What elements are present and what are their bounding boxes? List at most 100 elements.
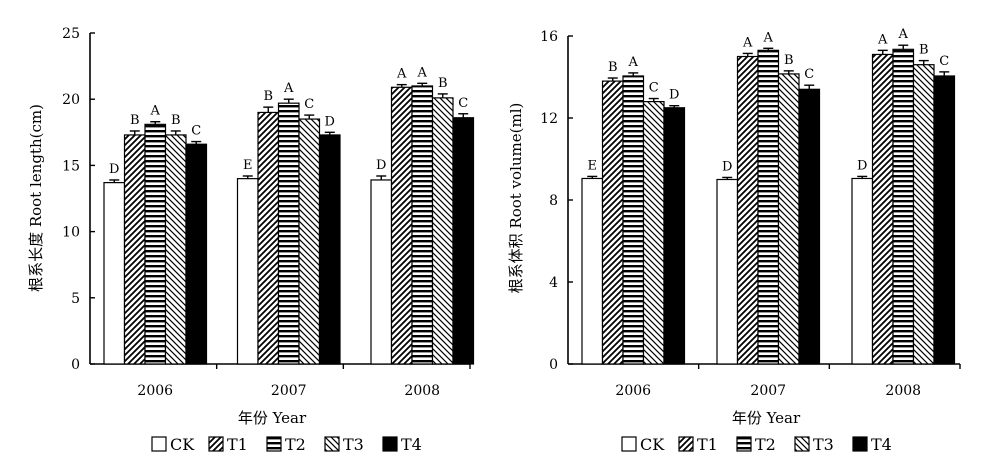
legend-label-t2: T2 bbox=[285, 435, 306, 454]
significance-label: B bbox=[263, 89, 273, 104]
y-tick-label: 10 bbox=[62, 225, 80, 241]
significance-label: B bbox=[438, 76, 448, 91]
legend-item-t3: T3 bbox=[324, 435, 364, 454]
legend-label-t1: T1 bbox=[227, 435, 248, 454]
legend-label-ck: CK bbox=[640, 435, 665, 454]
legend-item-t2: T2 bbox=[266, 435, 306, 454]
legend: CK T1 T2 T3 T4 bbox=[151, 435, 422, 454]
legend-swatch-ck bbox=[151, 436, 167, 452]
significance-label: D bbox=[669, 88, 679, 103]
bar-t4-2008 bbox=[933, 75, 956, 365]
bar-ck-2008 bbox=[370, 179, 393, 365]
x-category-label: 2007 bbox=[750, 383, 786, 399]
bar-t3-2007 bbox=[777, 73, 800, 365]
y-tick-label: 25 bbox=[62, 26, 80, 42]
legend-swatch-t4 bbox=[852, 436, 868, 452]
legend-label-t3: T3 bbox=[813, 435, 834, 454]
significance-label: A bbox=[742, 35, 753, 50]
legend-label-t3: T3 bbox=[343, 435, 364, 454]
bar-t2-2006 bbox=[144, 123, 167, 365]
legend-item-ck: CK bbox=[621, 435, 665, 454]
y-tick-label: 12 bbox=[540, 111, 558, 127]
bar-ck-2006 bbox=[103, 182, 126, 365]
legend-swatch-t4 bbox=[382, 436, 398, 452]
legend-swatch-t3 bbox=[794, 436, 810, 452]
bar-t3-2008 bbox=[431, 97, 454, 365]
bar-t4-2007 bbox=[798, 88, 821, 365]
y-tick-label: 20 bbox=[62, 92, 80, 108]
significance-label: C bbox=[304, 97, 314, 112]
significance-label: B bbox=[608, 60, 618, 75]
legend: CK T1 T2 T3 T4 bbox=[621, 435, 892, 454]
significance-label: E bbox=[243, 158, 253, 173]
x-axis-title: 年份 Year bbox=[732, 409, 801, 427]
significance-label: D bbox=[376, 158, 386, 173]
legend-item-t1: T1 bbox=[678, 435, 718, 454]
bar-t3-2006 bbox=[164, 134, 187, 365]
x-category-label: 2006 bbox=[615, 383, 651, 399]
significance-label: C bbox=[804, 67, 814, 82]
significance-label: B bbox=[784, 53, 794, 68]
legend-swatch-t2 bbox=[266, 436, 282, 452]
legend-item-ck: CK bbox=[151, 435, 195, 454]
x-category-label: 2008 bbox=[885, 383, 921, 399]
bar-t2-2007 bbox=[757, 49, 780, 365]
y-tick-label: 0 bbox=[549, 357, 558, 373]
legend-swatch-t1 bbox=[678, 436, 694, 452]
bar-t1-2007 bbox=[257, 111, 280, 365]
legend-item-t1: T1 bbox=[208, 435, 248, 454]
significance-label: E bbox=[588, 158, 598, 173]
bar-ck-2006 bbox=[581, 177, 604, 365]
bar-t4-2006 bbox=[663, 107, 686, 365]
y-tick-label: 0 bbox=[71, 357, 80, 373]
significance-label: D bbox=[722, 159, 732, 174]
bar-ck-2007 bbox=[236, 178, 259, 365]
bar-t2-2008 bbox=[411, 85, 434, 365]
y-tick-label: 15 bbox=[62, 158, 80, 174]
significance-label: C bbox=[458, 96, 468, 111]
significance-label: A bbox=[628, 55, 639, 70]
legend-label-t1: T1 bbox=[697, 435, 718, 454]
significance-label: B bbox=[130, 113, 140, 128]
bar-t1-2006 bbox=[601, 80, 624, 365]
legend-swatch-t3 bbox=[324, 436, 340, 452]
significance-label: B bbox=[171, 113, 181, 128]
bar-t3-2008 bbox=[912, 64, 935, 365]
y-tick-label: 4 bbox=[549, 275, 558, 291]
significance-label: A bbox=[396, 67, 407, 82]
significance-label: D bbox=[857, 158, 867, 173]
bar-t1-2008 bbox=[390, 86, 413, 365]
bar-t1-2007 bbox=[736, 55, 759, 365]
legend-item-t3: T3 bbox=[794, 435, 834, 454]
y-tick-label: 5 bbox=[71, 291, 80, 307]
legend-swatch-t1 bbox=[208, 436, 224, 452]
y-tick-label: 8 bbox=[549, 193, 558, 209]
bar-t2-2007 bbox=[277, 102, 300, 365]
legend-swatch-ck bbox=[621, 436, 637, 452]
x-axis-title: 年份 Year bbox=[238, 409, 307, 427]
significance-label: C bbox=[191, 124, 201, 139]
legend-label-t2: T2 bbox=[755, 435, 776, 454]
bar-t4-2007 bbox=[318, 134, 341, 365]
significance-label: A bbox=[150, 104, 161, 119]
significance-label: A bbox=[763, 30, 774, 45]
legend-item-t4: T4 bbox=[852, 435, 892, 454]
significance-label: B bbox=[919, 43, 929, 58]
legend-label-ck: CK bbox=[170, 435, 195, 454]
bar-t1-2006 bbox=[123, 134, 146, 365]
legend-label-t4: T4 bbox=[871, 435, 892, 454]
x-category-label: 2007 bbox=[271, 383, 307, 399]
bar-ck-2007 bbox=[716, 178, 739, 365]
bar-t1-2008 bbox=[871, 53, 894, 365]
legend-item-t4: T4 bbox=[382, 435, 422, 454]
y-tick-label: 16 bbox=[540, 29, 558, 45]
bar-t2-2006 bbox=[622, 75, 645, 365]
legend-item-t2: T2 bbox=[736, 435, 776, 454]
significance-label: A bbox=[283, 81, 294, 96]
significance-label: D bbox=[109, 162, 119, 177]
significance-label: A bbox=[877, 32, 888, 47]
y-axis-title: 根系体积 Root volume(ml) bbox=[507, 103, 525, 294]
